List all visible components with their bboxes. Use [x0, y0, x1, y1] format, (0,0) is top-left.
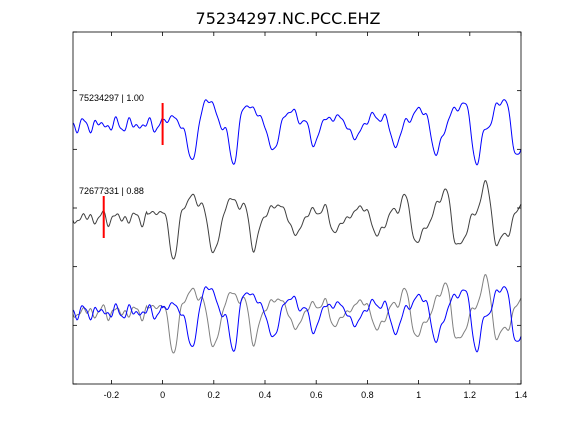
waveform-line — [72, 286, 522, 353]
trace-panel: 72677331 | 0.88 — [72, 180, 522, 260]
waveform-line — [72, 274, 522, 354]
x-tick-label: 1.2 — [464, 390, 477, 400]
trace-panel: 75234297 | 1.00 — [72, 93, 522, 166]
x-tick-label: 0.2 — [208, 390, 221, 400]
x-tick-label: -0.2 — [104, 390, 120, 400]
trace-label: 72677331 | 0.88 — [79, 186, 144, 196]
x-tick-label: 1 — [416, 390, 421, 400]
chart-title: 75234297.NC.PCC.EHZ — [196, 9, 381, 28]
x-tick-label: 0.6 — [310, 390, 323, 400]
trace-label: 75234297 | 1.00 — [79, 93, 144, 103]
trace-panel — [72, 274, 522, 354]
x-axis: -0.2 0 0.2 0.4 0.6 0.8 1 1.2 1.4 — [104, 32, 528, 400]
x-tick-label: 1.4 — [515, 390, 528, 400]
waveform-line — [72, 180, 522, 260]
x-tick-label: 0.8 — [361, 390, 374, 400]
waveform-line — [72, 99, 522, 166]
x-tick-label: 0 — [160, 390, 165, 400]
y-axis — [73, 31, 521, 385]
x-tick-label: 0.4 — [259, 390, 272, 400]
plot-area: 75234297 | 1.00 72677331 | 0.88 — [72, 93, 522, 354]
